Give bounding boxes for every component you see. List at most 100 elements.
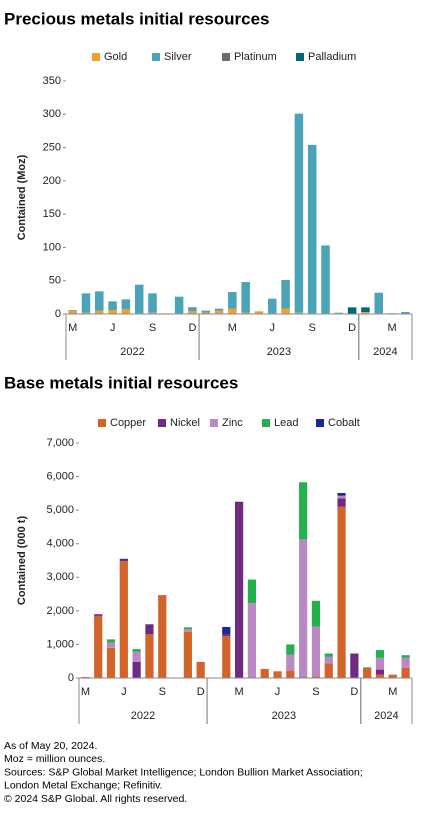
legend-swatch [262,419,270,427]
x-tick-label: S [149,322,156,334]
footnote: © 2024 S&P Global. All rights reserved. [4,793,187,805]
bar-segment [222,634,231,637]
bar-segment [241,312,250,314]
bar-segment [183,628,192,632]
bar-segment [121,309,131,314]
y-tick-label: 350 [43,75,61,87]
bar-segment [196,661,205,678]
bar-segment [145,624,154,635]
x-tick-label: J [121,686,127,698]
bar-segment [81,312,91,314]
group-label: 2022 [131,710,155,722]
y-tick-label: 50 [49,275,61,287]
bar-segment [375,669,385,675]
x-tick-label: M [387,322,396,334]
bar-segment [94,614,103,616]
bar-segment [188,308,197,312]
bar-segment [347,307,357,314]
bar-segment [299,539,308,677]
bar-segment [334,312,344,314]
footnote: Sources: S&P Global Market Intelligence;… [4,766,363,778]
bar-segment [106,639,116,643]
bar-segment [228,308,237,314]
bar-segment [241,282,250,313]
y-tick-label: 3,000 [46,571,74,583]
bar-segment [148,293,157,313]
bar-segment [121,299,131,310]
bar-segment [281,308,290,314]
bar-segment [145,634,154,678]
bar-segment [337,498,346,507]
bar-segment [247,579,257,604]
bar-segment [294,113,304,313]
bar-segment [299,482,308,540]
bar-segment [260,668,269,678]
bar-segment [363,667,372,668]
bar-segment [188,311,197,314]
bar-segment [222,626,231,635]
legend-label: Gold [104,51,127,63]
chart-title: Precious metals initial resources [4,9,270,28]
bar-segment [311,626,321,677]
bar-segment [148,312,157,314]
legend-label: Lead [274,417,298,429]
group-label: 2024 [374,710,398,722]
y-tick-label: 0 [55,308,61,320]
bar-segment [247,603,257,678]
legend-label: Platinum [234,51,277,63]
bar-segment [222,636,231,678]
x-tick-label: D [350,686,358,698]
bar-segment [132,649,141,652]
bar-segment [375,674,385,678]
bar-segment [363,667,372,678]
bar-segment [214,308,224,311]
y-tick-label: 5,000 [46,504,74,516]
legend-label: Copper [110,417,146,429]
y-tick-label: 300 [43,108,61,120]
bar-segment [286,670,295,678]
bar-segment [375,657,385,670]
bar-segment [119,559,128,562]
bar-segment [108,310,117,314]
bar-segment [68,310,77,314]
bar-segment [401,657,410,668]
bar-segment [254,311,264,314]
bar-segment [94,615,103,678]
bar-segment [286,654,295,671]
bar-segment [294,312,304,314]
legend-swatch [296,53,304,61]
bar-segment [106,642,116,648]
y-tick-label: 1,000 [46,638,74,650]
bar-segment [311,600,321,627]
bar-segment [273,671,282,678]
x-tick-label: M [228,322,237,334]
group-label: 2024 [373,346,397,358]
x-tick-label: S [312,686,319,698]
bar-segment [108,301,117,311]
bar-segment [174,296,184,314]
group-label: 2022 [120,346,144,358]
bar-segment [307,144,317,314]
bar-segment [401,655,410,658]
chart-title: Base metals initial resources [4,373,238,392]
bar-segment [214,310,224,314]
x-tick-label: J [270,322,276,334]
bar-segment [401,667,410,678]
bar-segment [132,651,141,662]
bar-segment [95,291,104,311]
y-axis-label: Contained (000 t) [16,516,28,606]
legend-label: Silver [164,51,192,63]
bar-segment [337,495,346,499]
bar-segment [299,676,308,678]
bar-segment [361,307,370,313]
legend-swatch [158,419,166,427]
bar-segment [183,627,192,629]
bar-segment [158,595,167,678]
y-tick-label: 7,000 [46,437,74,449]
bar-segment [106,647,116,678]
bar-segment [132,661,141,678]
bar-segment [228,292,237,309]
legend-swatch [210,419,218,427]
y-tick-label: 200 [43,175,61,187]
